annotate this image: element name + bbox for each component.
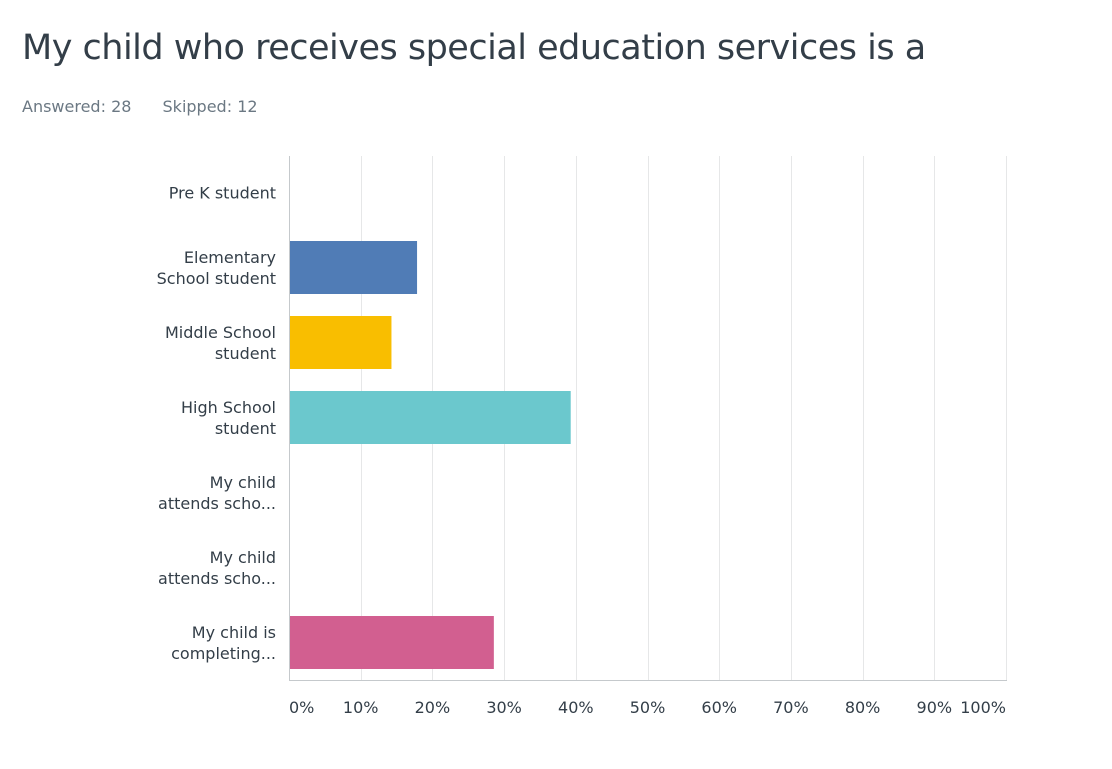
bars — [289, 241, 571, 669]
x-tick-label: 90% — [917, 698, 953, 717]
x-tick-label: 80% — [845, 698, 881, 717]
category-label-line: completing... — [171, 644, 276, 663]
category-label-line: School student — [157, 269, 276, 288]
page-title: My child who receives special education … — [22, 28, 926, 68]
axes — [289, 156, 1007, 681]
category-label: My child attends scho... — [158, 548, 276, 588]
bar — [289, 241, 418, 294]
skipped-count: 12 — [237, 97, 258, 116]
x-tick-label: 10% — [343, 698, 379, 717]
answered-stat: Answered: 28 — [22, 97, 131, 116]
x-tick-label: 30% — [486, 698, 522, 717]
x-tick-label: 70% — [773, 698, 809, 717]
category-label-line: My child — [210, 548, 276, 567]
x-tick-label: 100% — [960, 698, 1006, 717]
x-tick-label: 20% — [415, 698, 451, 717]
bar — [289, 391, 571, 444]
category-label: High School student — [181, 398, 276, 438]
category-label-line: Pre K student — [169, 184, 276, 203]
answered-count: 28 — [111, 97, 132, 116]
category-label-line: attends scho... — [158, 494, 276, 513]
x-tick-label: 40% — [558, 698, 594, 717]
category-label-line: My child — [210, 473, 276, 492]
category-label: Pre K student — [169, 184, 276, 203]
category-label: Elementary School student — [157, 248, 276, 288]
category-label: My child is completing... — [171, 623, 276, 663]
category-label-line: Elementary — [184, 248, 276, 267]
bar — [289, 316, 392, 369]
category-label-line: student — [215, 344, 276, 363]
category-label: My child attends scho... — [158, 473, 276, 513]
skipped-label: Skipped: — [162, 97, 233, 116]
skipped-stat: Skipped: 12 — [163, 97, 258, 116]
category-label: Middle School student — [165, 323, 276, 363]
bar — [289, 616, 494, 669]
category-label-line: attends scho... — [158, 569, 276, 588]
response-summary: Answered: 28 Skipped: 12 — [22, 97, 258, 116]
category-label-line: student — [215, 419, 276, 438]
category-labels: Pre K student Elementary School student Mid… — [157, 184, 276, 664]
answered-label: Answered: — [22, 97, 106, 116]
x-tick-label: 0% — [289, 698, 314, 717]
x-tick-labels: 0% 10% 20% 30% 40% 50% 60% 70% 80% 90% 100% — [289, 698, 1006, 717]
x-tick-label: 60% — [701, 698, 737, 717]
category-label-line: High School — [181, 398, 276, 417]
x-tick-label: 50% — [630, 698, 666, 717]
category-label-line: Middle School — [165, 323, 276, 342]
category-label-line: My child is — [192, 623, 276, 642]
